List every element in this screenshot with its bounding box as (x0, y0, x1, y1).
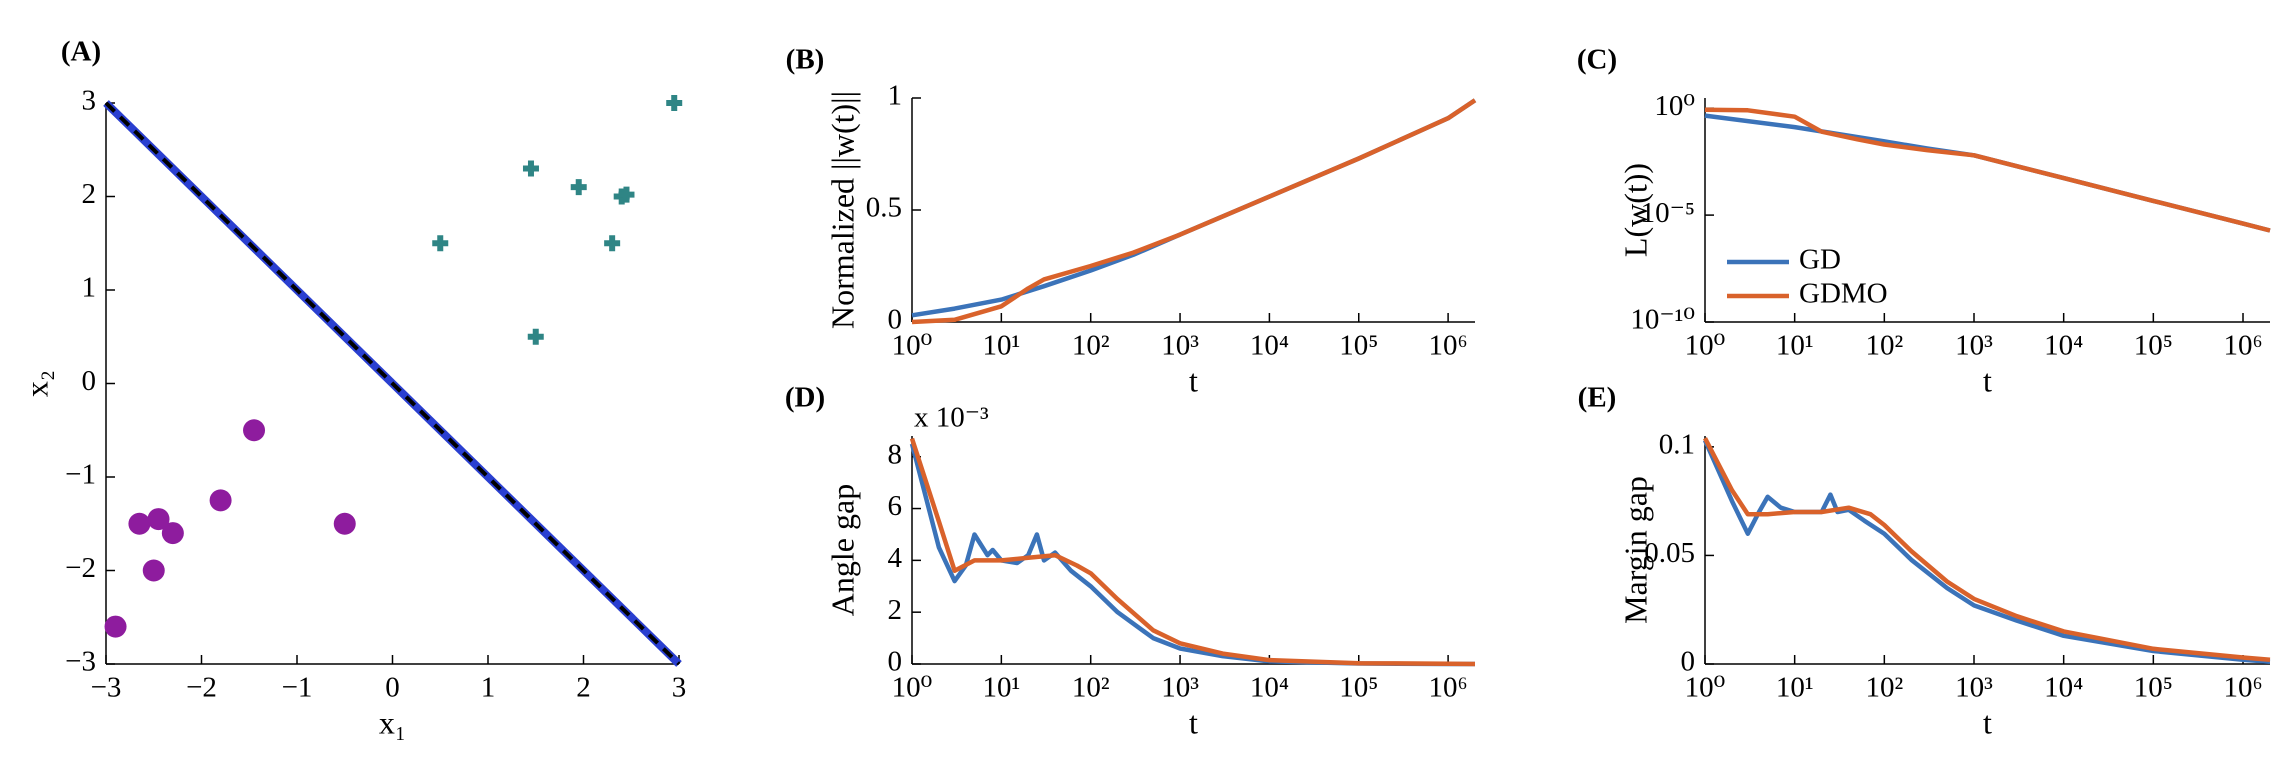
point (604, 235, 621, 252)
y-tick-label: 10⁻⁵ (1641, 197, 1695, 229)
x-tick-label: 10² (1072, 330, 1110, 362)
point (161, 522, 184, 545)
x-tick-label: 10² (1865, 672, 1903, 704)
y-tick-label: 0 (888, 646, 903, 678)
x-tick-label: 10⁰ (1685, 672, 1726, 704)
x-tick-label: 2 (576, 672, 591, 704)
point (333, 512, 356, 535)
x-tick-label: 10⁶ (2223, 672, 2262, 704)
point (618, 186, 635, 203)
x-tick-label: 10³ (1161, 330, 1199, 362)
axis-multiplier: x 10⁻³ (914, 402, 989, 434)
point (128, 512, 151, 535)
x-tick-label: −1 (282, 672, 313, 704)
x-tick-label: 10³ (1955, 330, 1993, 362)
y-tick-label: −1 (65, 459, 96, 491)
y-axis-label: L(w(t)) (1617, 163, 1653, 257)
x-axis-label: t (1983, 362, 1992, 398)
x-tick-label: 10¹ (1776, 330, 1814, 362)
y-tick-label: 10⁰ (1654, 90, 1695, 122)
panel-label: (C) (1577, 44, 1617, 76)
y-tick-label: 0 (888, 304, 903, 336)
x-tick-label: 10⁵ (1339, 672, 1378, 704)
y-tick-label: 4 (888, 542, 903, 574)
x-tick-label: −2 (186, 672, 217, 704)
y-tick-label: 0.05 (1644, 537, 1695, 569)
line (911, 98, 1477, 318)
x-tick-label: 10² (1072, 672, 1110, 704)
x-tick-label: 10⁴ (1250, 672, 1289, 704)
x-axis-label: t (1189, 704, 1198, 740)
y-tick-label: 1 (888, 80, 903, 112)
y-tick-label: 0.1 (1659, 429, 1695, 461)
line (1704, 107, 2271, 233)
x-tick-label: 1 (481, 672, 496, 704)
y-axis-label: Normalized ||w(t)|| (824, 91, 860, 329)
point (243, 419, 266, 442)
legend-label: GDMO (1799, 278, 1888, 310)
point (570, 179, 587, 196)
x-tick-label: 10⁶ (1429, 330, 1468, 362)
x-tick-label: 0 (385, 672, 400, 704)
x-tick-label: 10⁵ (1339, 330, 1378, 362)
y-tick-label: 2 (888, 594, 903, 626)
point (527, 328, 544, 345)
point (432, 235, 449, 252)
x-tick-label: 10⁵ (2134, 672, 2173, 704)
point (142, 559, 165, 582)
x-tick-label: 10⁰ (892, 330, 933, 362)
x-axis-label: t (1189, 362, 1198, 398)
x-tick-label: 10¹ (982, 672, 1020, 704)
x-tick-label: 10² (1865, 330, 1903, 362)
x-tick-label: 10⁴ (2044, 330, 2083, 362)
y-tick-label: 6 (888, 490, 903, 522)
y-axis-label: Margin gap (1617, 476, 1653, 624)
y-tick-label: 3 (82, 85, 97, 117)
line (909, 437, 1476, 667)
y-tick-label: 1 (82, 272, 97, 304)
y-axis-label: Angle gap (824, 484, 860, 616)
x-tick-label: 10⁰ (892, 672, 933, 704)
x-tick-label: 10⁰ (1685, 330, 1726, 362)
point (104, 615, 127, 638)
x-tick-label: 10⁴ (1250, 330, 1289, 362)
line (1702, 439, 2271, 665)
panel-label: (A) (61, 36, 101, 68)
y-tick-label: −2 (65, 552, 96, 584)
panel-label: (E) (1578, 382, 1617, 414)
x-tick-label: 10⁶ (2223, 330, 2262, 362)
y-axis-label: x₂ (18, 370, 54, 397)
x-tick-label: 3 (672, 672, 687, 704)
x-tick-label: −3 (91, 672, 122, 704)
legend-label: GD (1799, 244, 1841, 276)
point (522, 160, 539, 177)
x-tick-label: 10¹ (1776, 672, 1814, 704)
x-tick-label: 10⁶ (1429, 672, 1468, 704)
panel-label: (D) (785, 382, 825, 414)
x-tick-label: 10³ (1161, 672, 1199, 704)
point (209, 489, 232, 512)
x-tick-label: 10⁴ (2044, 672, 2083, 704)
y-tick-label: −3 (65, 646, 96, 678)
line (911, 98, 1477, 325)
x-tick-label: 10⁵ (2134, 330, 2173, 362)
y-tick-label: 0 (1681, 646, 1696, 678)
y-tick-label: 0 (82, 365, 97, 397)
panel-label: (B) (786, 44, 825, 76)
line (909, 443, 1475, 667)
line (1703, 437, 2271, 662)
line (1704, 113, 2271, 233)
x-axis-label: x₁ (379, 704, 406, 740)
point (147, 508, 170, 531)
y-tick-label: 8 (888, 438, 903, 470)
y-tick-label: 0.5 (866, 192, 902, 224)
point (666, 95, 683, 111)
x-tick-label: 10¹ (982, 330, 1020, 362)
y-tick-label: 2 (82, 178, 97, 210)
separator-line-dashed (104, 101, 681, 666)
x-axis-label: t (1983, 704, 1992, 740)
x-tick-label: 10³ (1955, 672, 1993, 704)
y-tick-label: 10⁻¹⁰ (1630, 304, 1695, 336)
